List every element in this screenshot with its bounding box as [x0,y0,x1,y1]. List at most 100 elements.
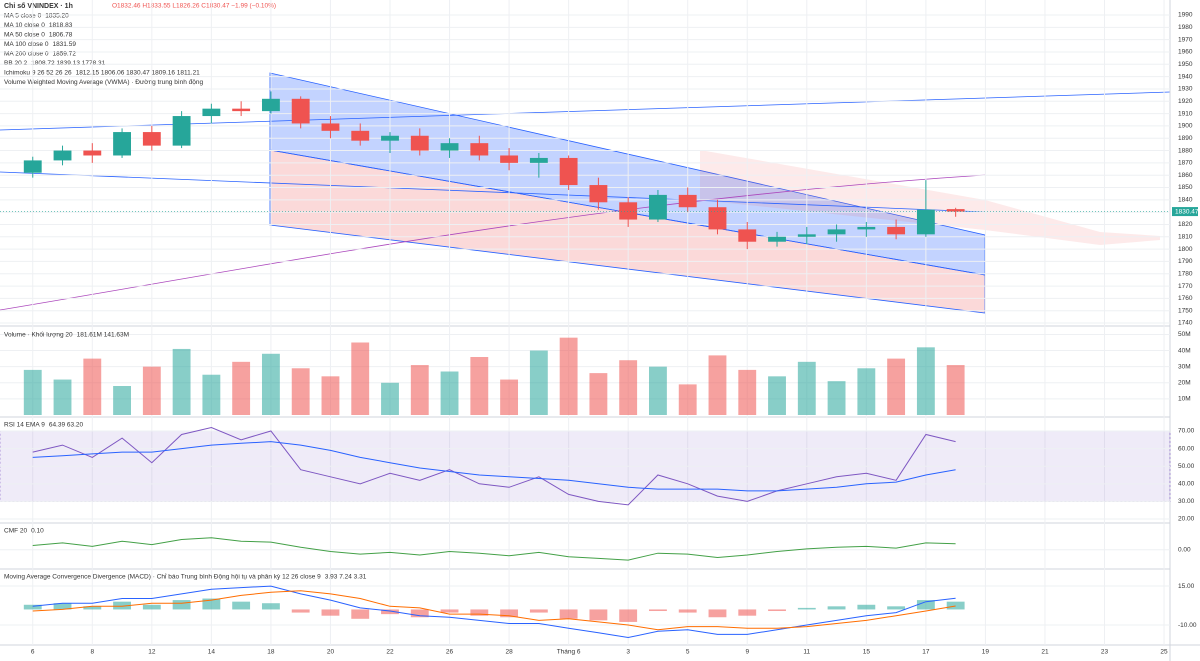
indicator-value: 1835.20 [45,13,69,20]
bar [232,361,251,415]
bar [887,606,906,610]
bar [440,609,459,613]
y-tick-label: 1930 [1178,86,1193,93]
pane: 1740 1750 1760 1770 1780 1790 1800 1810 1820 1830… [0,12,1199,327]
bar [768,609,786,612]
candle-body [738,229,757,242]
x-tick-label: 26 [446,649,454,656]
series-line [32,537,956,561]
symbol-title: Chỉ số VNINDEX · 1h [4,2,73,10]
bar [470,609,489,616]
y-tick-label: 20.00 [1178,516,1195,523]
candle-body [916,209,935,235]
y-tick-label: 1960 [1178,49,1193,56]
trend-line [0,91,1171,131]
x-tick-label: 20 [327,649,335,656]
series-line [32,585,956,639]
y-tick-label: 1780 [1178,270,1193,277]
candle-body [142,132,161,146]
trend-line [0,171,986,213]
candle-body [113,132,131,156]
y-tick-label: 15.00 [1178,583,1195,590]
indicator-value: 1818.83 [49,22,73,29]
y-tick-label: 60.00 [1178,445,1195,452]
y-tick-label: 1760 [1178,295,1193,302]
bar [916,347,935,415]
bar [261,353,280,415]
candle-body [559,157,578,186]
bar [291,609,310,613]
y-tick-label: 1980 [1178,24,1193,31]
pane-title: Volume · Khối lượng 20 [4,330,73,339]
bar [529,609,548,613]
pane: 10M 20M 30M 40M 50M Volume · Khối lượng 20 181… [0,330,1191,415]
bar [916,600,935,610]
y-tick-label: -10.00 [1178,622,1197,629]
candle-body [410,135,429,151]
bar [321,376,340,415]
candle-body [529,157,548,163]
x-tick-label: 12 [148,649,156,656]
candle-body [351,130,370,141]
bar [827,381,846,415]
bar [321,609,340,616]
bar [708,609,727,618]
bar [440,371,459,415]
pane-values: 0.10 [31,528,44,535]
bar [410,365,429,415]
y-tick-label: 70.00 [1178,428,1195,435]
bar [559,337,578,415]
candle-body [381,135,399,141]
y-tick-label: 1950 [1178,61,1193,68]
pane: 20.00 30.00 40.00 50.00 60.00 70.00 RSI 14 EMA… [0,422,1195,523]
candle-body [291,98,310,124]
indicator-value: 1812.15 1806.06 1830.47 1809.16 1811.21 [76,70,201,77]
y-tick-label: 1840 [1178,197,1193,204]
bar [589,609,608,621]
bar [529,350,548,415]
y-tick-label: 1850 [1178,184,1193,191]
x-tick-label: 3 [626,649,630,656]
bar [410,609,429,618]
bar [500,609,519,618]
candle-body [649,194,667,220]
x-tick-label: 23 [1101,649,1109,656]
bar [23,369,42,415]
pane-values: 3.93 7.24 3.31 [325,574,367,581]
bar [619,609,638,622]
indicator-label: MA 200 close 0 [4,51,49,58]
y-tick-label: 1790 [1178,258,1193,265]
indicator-value: 1859.72 [52,51,76,58]
indicator-label: MA 10 close 0 [4,22,45,29]
candle-body [83,150,102,156]
bar [470,357,489,415]
bar [202,374,221,415]
y-tick-label: 1920 [1178,98,1193,105]
candle-body [23,160,42,173]
x-tick-label: 19 [982,649,990,656]
y-tick-label: 1740 [1178,320,1193,327]
candle-body [232,108,251,112]
indicator-label: BB 20 2 [4,60,28,67]
y-tick-label: 40.00 [1178,481,1195,488]
bar [857,604,876,610]
bar [887,358,906,415]
pane-values: 64.39 63.20 [49,422,84,429]
y-tick-label: 0.00 [1178,547,1191,554]
indicator-label: MA 5 close 0 [4,13,42,20]
x-tick-label: Tháng 6 [557,649,581,656]
bar [946,365,965,415]
y-tick-label: 1970 [1178,36,1193,43]
x-tick-label: 15 [863,649,871,656]
bar [232,601,251,610]
y-tick-label: 40M [1178,347,1191,354]
x-tick-label: 5 [686,649,690,656]
pane-title: Moving Average Convergence Divergence (M… [4,573,321,581]
y-tick-label: 1940 [1178,73,1193,80]
bar [708,355,727,415]
bar [83,606,102,610]
bar [23,604,42,610]
y-tick-label: 1900 [1178,123,1193,130]
candle-body [887,226,906,235]
